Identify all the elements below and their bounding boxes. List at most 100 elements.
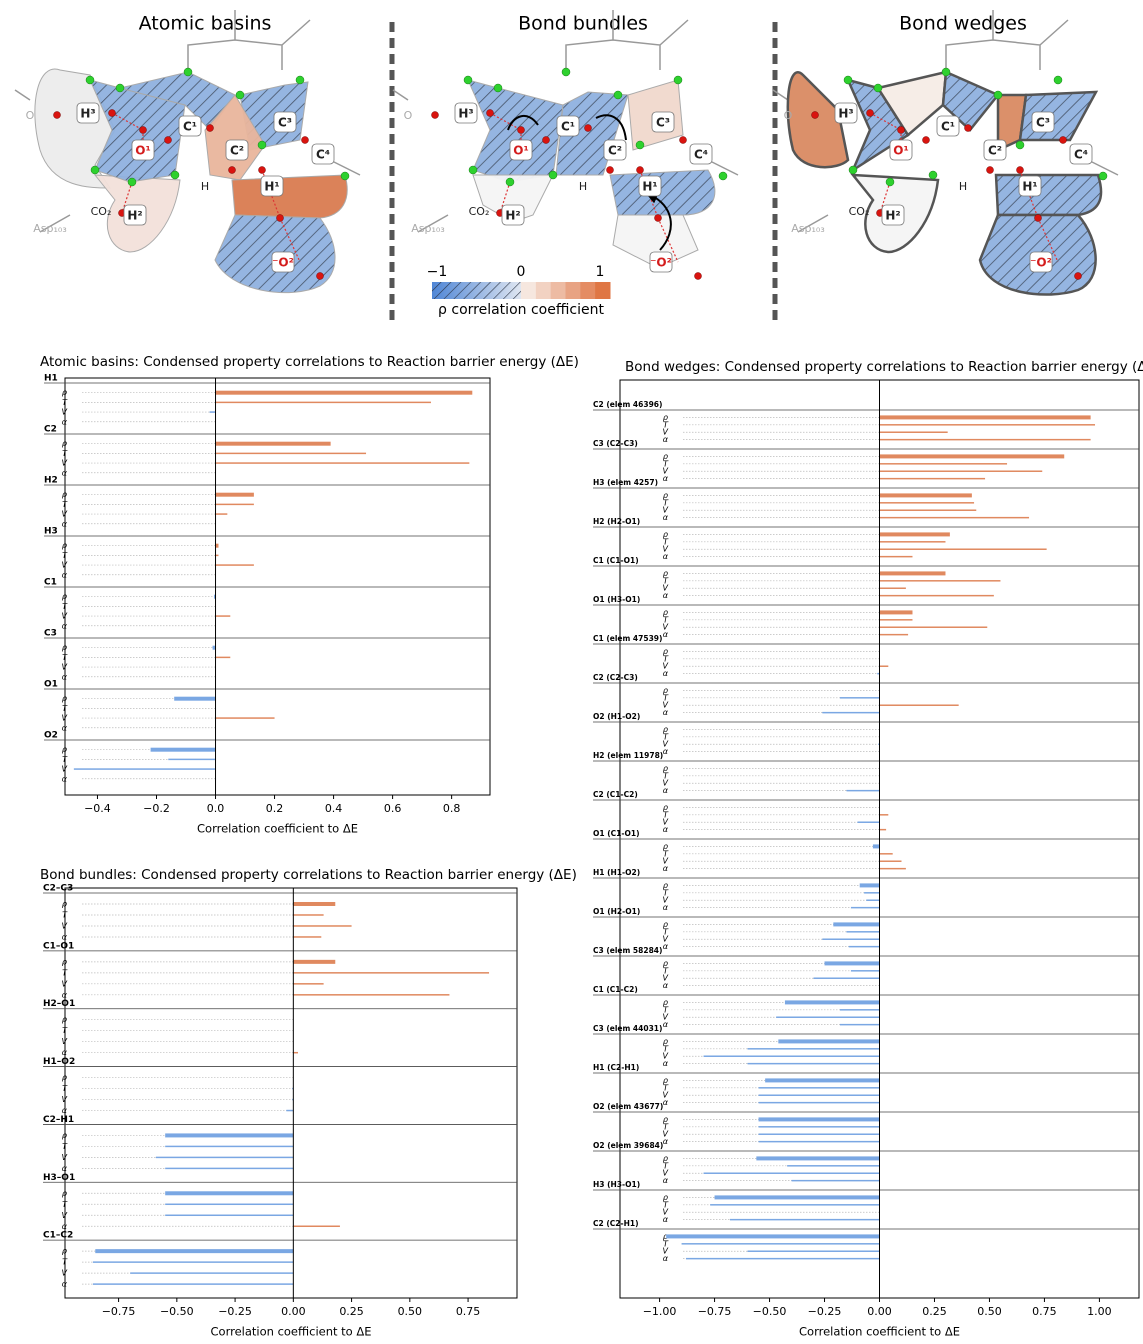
bar xyxy=(840,697,880,699)
bar xyxy=(880,415,1091,419)
critical-point xyxy=(140,127,147,134)
row-label: α xyxy=(62,621,68,630)
atom-label: Asp₁₀₃ xyxy=(791,222,824,235)
row-label: V xyxy=(62,663,68,672)
bar xyxy=(165,1191,293,1195)
group-label: C1 xyxy=(44,578,57,588)
bar xyxy=(880,860,902,862)
bar xyxy=(759,1133,880,1135)
row-label: α xyxy=(62,1222,68,1231)
critical-point xyxy=(432,112,439,119)
atom-label: CO₂ xyxy=(469,205,490,218)
bar xyxy=(849,946,880,948)
bar xyxy=(880,704,959,706)
bar xyxy=(216,717,275,719)
critical-point xyxy=(695,273,702,280)
row-label: ρ xyxy=(62,541,67,550)
critical-point xyxy=(607,167,614,174)
group-label: O2 (elem 43677) xyxy=(593,1102,663,1111)
row-label: T xyxy=(62,398,68,407)
x-tick-label: 0.00 xyxy=(867,1305,892,1318)
bar xyxy=(168,759,215,761)
bar xyxy=(880,548,1047,550)
colorbar-positive xyxy=(551,282,566,299)
group-label: C2–C3 xyxy=(43,884,73,894)
row-label: α xyxy=(663,1254,669,1263)
atom-label: C³ xyxy=(1036,116,1050,130)
x-tick-label: 1.00 xyxy=(1087,1305,1112,1318)
bar xyxy=(792,1180,880,1182)
group-label: C1–C2 xyxy=(43,1231,73,1241)
group-label: H1 (H1-O2) xyxy=(593,868,640,877)
bar xyxy=(216,442,331,446)
bar xyxy=(174,697,215,701)
basin xyxy=(232,175,347,218)
group-label: H1 xyxy=(44,374,58,384)
bar xyxy=(93,1261,293,1263)
atom-label: O¹ xyxy=(513,144,528,158)
row-label: α xyxy=(62,1164,68,1173)
bar xyxy=(880,665,889,667)
bar xyxy=(165,1168,293,1170)
atom-label: ⁻O² xyxy=(1030,256,1052,270)
row-label: ρ xyxy=(62,1247,67,1256)
critical-point xyxy=(543,137,550,144)
bar xyxy=(216,391,473,395)
group-label: C1 (C1-O1) xyxy=(593,556,639,565)
x-tick-label: 0.2 xyxy=(266,802,284,815)
atom-label: C⁴ xyxy=(694,148,708,162)
bar xyxy=(880,626,988,628)
atom-label: H³ xyxy=(458,107,473,121)
critical-point xyxy=(494,84,502,92)
bar xyxy=(216,564,254,566)
molecule-panel: Bond bundlesH³O¹C¹C²C³C⁴H¹H²⁻O²HCO₂Asp₁₀… xyxy=(393,10,738,280)
bar xyxy=(759,1087,880,1089)
critical-point xyxy=(844,76,852,84)
row-label: T xyxy=(62,449,68,458)
x-tick-label: 0.50 xyxy=(977,1305,1002,1318)
row-label: ρ xyxy=(62,957,67,966)
atom-label: H³ xyxy=(80,107,95,121)
row-label: T xyxy=(62,1026,68,1035)
row-label: ρ xyxy=(62,439,67,448)
critical-point xyxy=(965,125,972,132)
atom-label: Asp₁₀₃ xyxy=(411,222,444,235)
bar xyxy=(759,1094,880,1096)
group-label: C2–H1 xyxy=(43,1115,74,1125)
bar xyxy=(216,453,367,455)
bar xyxy=(293,1052,298,1054)
row-label: V xyxy=(62,612,68,621)
x-tick-label: 0.0 xyxy=(207,802,225,815)
molecule-panel: Bond wedgesH³O¹C¹C²C³C⁴H¹H²⁻O²HCO₂Asp₁₀₃… xyxy=(773,10,1118,295)
bar xyxy=(880,868,906,870)
bar xyxy=(880,619,913,621)
critical-point xyxy=(277,215,284,222)
x-tick-label: 0.4 xyxy=(325,802,343,815)
critical-point xyxy=(942,68,950,76)
row-label: α xyxy=(663,474,669,483)
row-label: T xyxy=(62,968,68,977)
x-tick-label: 0.50 xyxy=(398,1305,423,1318)
x-tick-label: 0.00 xyxy=(281,1305,306,1318)
row-label: V xyxy=(62,1269,68,1278)
panel-title: Bond wedges xyxy=(899,13,1027,35)
chart-title: Bond bundles: Condensed property correla… xyxy=(40,867,577,883)
bar xyxy=(880,610,913,614)
bar xyxy=(666,1234,879,1238)
row-label: α xyxy=(663,786,669,795)
atom-label: O xyxy=(26,109,35,122)
row-label: α xyxy=(663,1176,669,1185)
critical-point xyxy=(128,178,136,186)
row-label: V xyxy=(62,561,68,570)
x-axis-label: Correlation coefficient to ΔE xyxy=(211,1325,372,1339)
group-label: C2 (C2-C3) xyxy=(593,673,638,682)
x-tick-label: −0.25 xyxy=(218,1305,252,1318)
bar xyxy=(93,1283,293,1285)
bar xyxy=(880,532,950,536)
x-tick-label: 0.25 xyxy=(339,1305,364,1318)
critical-point xyxy=(91,166,99,174)
critical-point xyxy=(1099,172,1107,180)
critical-point xyxy=(506,178,514,186)
critical-point xyxy=(86,76,94,84)
critical-point xyxy=(116,84,124,92)
